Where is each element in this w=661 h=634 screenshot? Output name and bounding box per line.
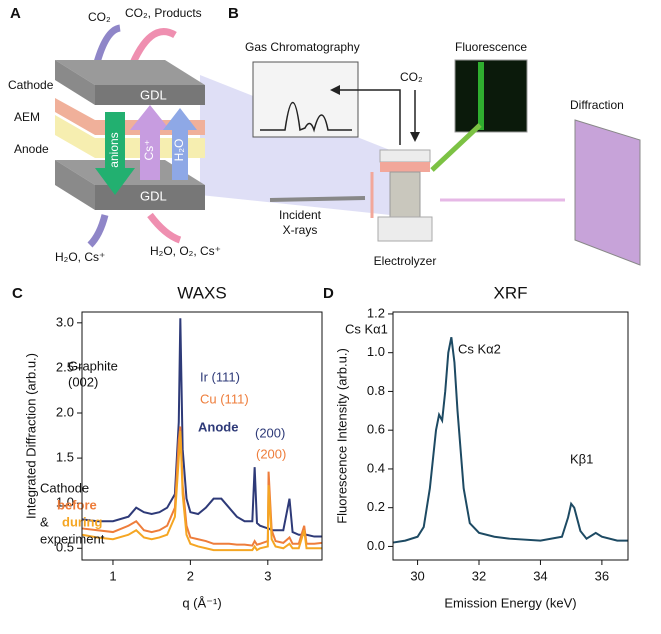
annotation: Ir (111) [200,369,240,384]
arrow [269,196,366,202]
label: Incident [279,208,322,222]
panel-label: D [323,285,334,302]
gdl-front [95,185,205,210]
y-tick-label: 1.2 [367,305,385,320]
gc-trace [260,102,352,133]
x-axis-label: Emission Energy (keV) [444,595,576,610]
x-tick-label: 1 [109,568,116,583]
electrolyzer [377,216,433,242]
detector [574,119,641,266]
electrolyzer [380,162,430,172]
annotation: Graphite [68,358,118,373]
arrow [147,212,182,244]
label: CO₂, Products [125,6,202,20]
data-line [81,318,322,538]
arrow [130,105,170,180]
y-tick-label: 0.4 [367,460,385,475]
y-axis-label: Fluorescence Intensity (arb.u.) [334,348,349,524]
x-tick-label: 30 [410,568,424,583]
label: H₂O [172,139,186,162]
y-tick-label: 1.5 [56,450,74,465]
annotation: Cs Kα2 [458,341,501,356]
label: CO₂ [88,10,111,24]
gc-window [252,61,359,138]
annotation: (002) [68,374,98,389]
y-tick-label: 3.0 [56,314,74,329]
y-tick-label: 0.6 [367,422,385,437]
gdl-front [95,85,205,105]
label: AEM [14,110,40,124]
y-tick-label: 0.0 [367,538,385,553]
gdl-top [55,60,205,85]
electrolyzer [379,149,431,163]
y-axis-label: Integrated Diffraction (arb.u.) [23,353,38,519]
y-tick-label: 0.8 [367,383,385,398]
annotation: (200) [256,446,286,461]
data-line [392,336,628,544]
label: Cathode [8,78,54,92]
x-tick-label: 3 [264,568,271,583]
chart-title: WAXS [177,283,226,302]
beam-cone [200,75,390,215]
x-tick-label: 34 [533,568,547,583]
label: anions [107,132,121,167]
y-tick-label: 1.0 [56,495,74,510]
label: Fluorescence [455,40,527,54]
series-label: before [57,497,97,512]
x-axis-label: q (Å⁻¹) [182,595,221,610]
panel-label: A [10,5,21,22]
arrow [340,89,401,145]
label: X-rays [283,223,318,237]
y-tick-label: 1.0 [367,344,385,359]
panel-b: B Gas Chromatography CO₂ Fluorescence Di… [228,5,641,268]
annotation: experiment [40,531,105,546]
arrow [163,108,197,180]
label: H₂O, O₂, Cs⁺ [150,244,221,258]
y-tick-label: 0.5 [56,540,74,555]
label: Cs⁺ [142,140,156,161]
chart-title: XRF [494,283,528,302]
label: H₂O, Cs⁺ [55,250,105,264]
label: GDL [140,87,167,102]
electrolyzer [389,171,421,218]
annotation: (200) [255,425,285,440]
panel-a: A CO₂ CO₂, Products Cathode AEM Anode GD… [8,5,390,264]
arrowhead [410,132,420,142]
annotation: & [40,514,49,529]
gdl-side [55,160,95,210]
arrowhead [330,85,340,95]
plot-frame [392,311,629,561]
panel-label: C [12,285,23,302]
label: CO₂ [400,70,423,84]
x-tick-label: 2 [187,568,194,583]
panel-label: B [228,5,239,22]
y-tick-label: 2.5 [56,359,74,374]
anode-layer [55,115,205,158]
label: Gas Chromatography [245,40,360,54]
x-tick-label: 32 [472,568,486,583]
y-tick-label: 0.2 [367,499,385,514]
annotation: Cu (111) [200,391,249,406]
arrow [430,123,482,172]
label: Electrolyzer [374,254,437,268]
plot-frame [81,311,323,561]
x-tick-label: 36 [595,568,609,583]
label: Anode [14,142,49,156]
data-line [81,426,323,547]
gdl-side [55,60,95,105]
label: Diffraction [570,98,624,112]
annotation: Cs Kα1 [345,321,388,336]
label: GDL [140,188,167,203]
arrow [95,112,135,195]
fluorescence-window [454,59,528,133]
fluorescence-band [478,62,484,130]
annotation: Kβ1 [570,451,593,466]
arrow [87,214,109,248]
series-label: Anode [198,419,238,434]
annotation: Cathode [40,480,89,495]
y-tick-label: 2.0 [56,404,74,419]
data-line [81,430,322,552]
